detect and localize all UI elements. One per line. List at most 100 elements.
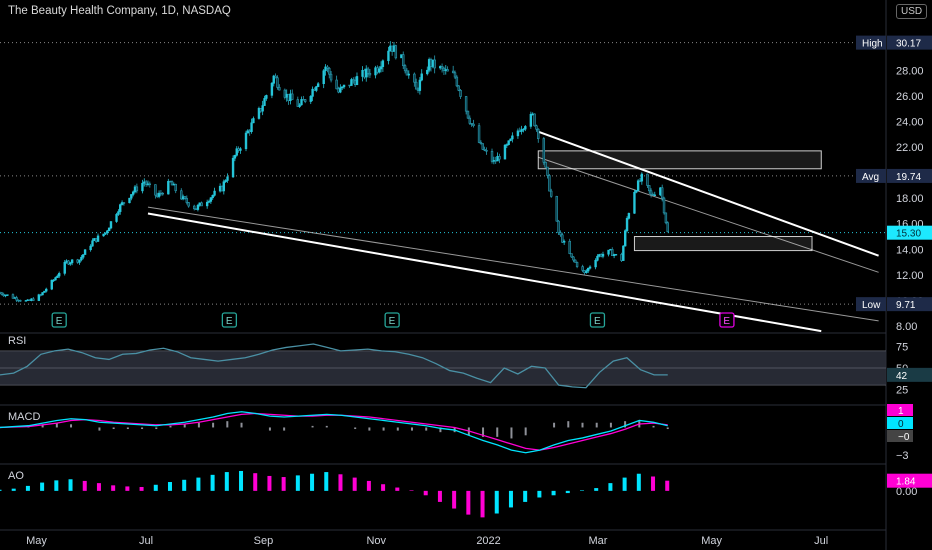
candle-body bbox=[329, 73, 333, 81]
candle-body bbox=[402, 54, 405, 66]
candle-body bbox=[544, 161, 547, 168]
ao-bar bbox=[381, 484, 386, 491]
candle-body bbox=[583, 270, 586, 274]
candle-body bbox=[426, 69, 429, 75]
ao-bar bbox=[167, 482, 172, 491]
rsi-pane-label: RSI bbox=[8, 335, 27, 347]
candle-body bbox=[505, 144, 509, 146]
earnings-marker bbox=[51, 312, 67, 328]
candle-body bbox=[614, 254, 618, 256]
candle-body bbox=[213, 190, 216, 196]
candle-body bbox=[636, 180, 640, 192]
candle-body bbox=[664, 212, 668, 224]
candle-body bbox=[659, 187, 662, 196]
candle-body bbox=[32, 298, 35, 301]
price-tick-label: 8.00 bbox=[896, 321, 917, 333]
zone-box bbox=[633, 236, 813, 252]
candle-body bbox=[651, 194, 655, 196]
candle-body bbox=[19, 300, 22, 302]
ao-bar bbox=[224, 472, 229, 491]
candle-body bbox=[154, 184, 157, 196]
earnings-label: E bbox=[594, 316, 601, 327]
price-tag-value: 30.17 bbox=[896, 39, 921, 50]
candle-body bbox=[120, 202, 124, 205]
candle-body bbox=[572, 256, 575, 261]
candle-body bbox=[324, 66, 327, 72]
ao-bar bbox=[494, 490, 499, 514]
candle-body bbox=[231, 157, 235, 178]
price-tag-value: 19.74 bbox=[896, 172, 921, 183]
ao-bar bbox=[636, 473, 641, 491]
candle-body bbox=[550, 190, 553, 197]
candle-body bbox=[248, 130, 251, 132]
candle-body bbox=[405, 70, 409, 76]
macd-line bbox=[0, 411, 668, 454]
candle-body bbox=[403, 65, 407, 72]
candle-body bbox=[649, 190, 653, 195]
ao-bar bbox=[452, 490, 457, 509]
candle-body bbox=[366, 68, 370, 74]
candle-body bbox=[159, 192, 163, 195]
candle-body bbox=[340, 86, 344, 89]
ao-bar bbox=[210, 474, 215, 491]
candle-body bbox=[37, 294, 41, 301]
ao-bar bbox=[310, 473, 315, 491]
candle-body bbox=[387, 50, 390, 62]
candle-body bbox=[518, 130, 521, 132]
candle-body bbox=[96, 235, 100, 242]
currency-button[interactable]: USD bbox=[896, 4, 928, 19]
candle-body bbox=[653, 194, 656, 196]
candle-body bbox=[503, 144, 507, 160]
candle-body bbox=[144, 181, 148, 185]
ao-bar bbox=[537, 490, 542, 498]
candle-body bbox=[466, 110, 470, 119]
candle-body bbox=[143, 181, 146, 184]
candle-body bbox=[601, 253, 605, 257]
candle-body bbox=[472, 123, 475, 127]
candle-body bbox=[287, 93, 290, 101]
ao-bar bbox=[96, 483, 101, 491]
candle-body bbox=[52, 279, 55, 282]
candle-body bbox=[135, 186, 139, 192]
candle-body bbox=[309, 96, 312, 102]
x-tick-label: Mar bbox=[588, 535, 607, 547]
candle-body bbox=[244, 132, 248, 150]
ao-bar bbox=[551, 490, 556, 496]
macd-tag-bg bbox=[887, 417, 913, 429]
candle-body bbox=[429, 59, 433, 67]
candle-body bbox=[413, 73, 416, 83]
candle-body bbox=[546, 166, 549, 176]
candle-body bbox=[28, 299, 31, 301]
rsi-value: 42 bbox=[896, 371, 908, 382]
candle-body bbox=[78, 259, 81, 263]
candle-body bbox=[622, 245, 625, 261]
candle-body bbox=[246, 130, 250, 134]
candle-body bbox=[303, 99, 307, 102]
ao-bar bbox=[125, 486, 130, 491]
ao-bar bbox=[196, 477, 201, 491]
candle-body bbox=[594, 259, 597, 268]
earnings-marker bbox=[589, 312, 606, 328]
price-tag-label: Low bbox=[862, 300, 881, 311]
candle-body bbox=[568, 240, 571, 254]
candle-body bbox=[185, 198, 189, 203]
earnings-marker bbox=[384, 312, 400, 328]
candle-body bbox=[581, 266, 584, 271]
candle-body bbox=[141, 182, 144, 192]
candle-body bbox=[224, 180, 227, 183]
candle-body bbox=[570, 253, 573, 258]
candle-body bbox=[470, 123, 473, 125]
ao-bar bbox=[409, 490, 414, 491]
trendline bbox=[537, 130, 879, 257]
candle-body bbox=[117, 211, 120, 215]
candle-body bbox=[420, 73, 423, 81]
candle-body bbox=[516, 130, 520, 137]
candle-body bbox=[638, 180, 642, 182]
candle-body bbox=[368, 72, 372, 76]
candle-body bbox=[276, 77, 279, 88]
candle-body bbox=[218, 185, 222, 192]
candle-body bbox=[374, 67, 377, 76]
candle-body bbox=[363, 70, 366, 78]
candle-body bbox=[509, 138, 512, 142]
